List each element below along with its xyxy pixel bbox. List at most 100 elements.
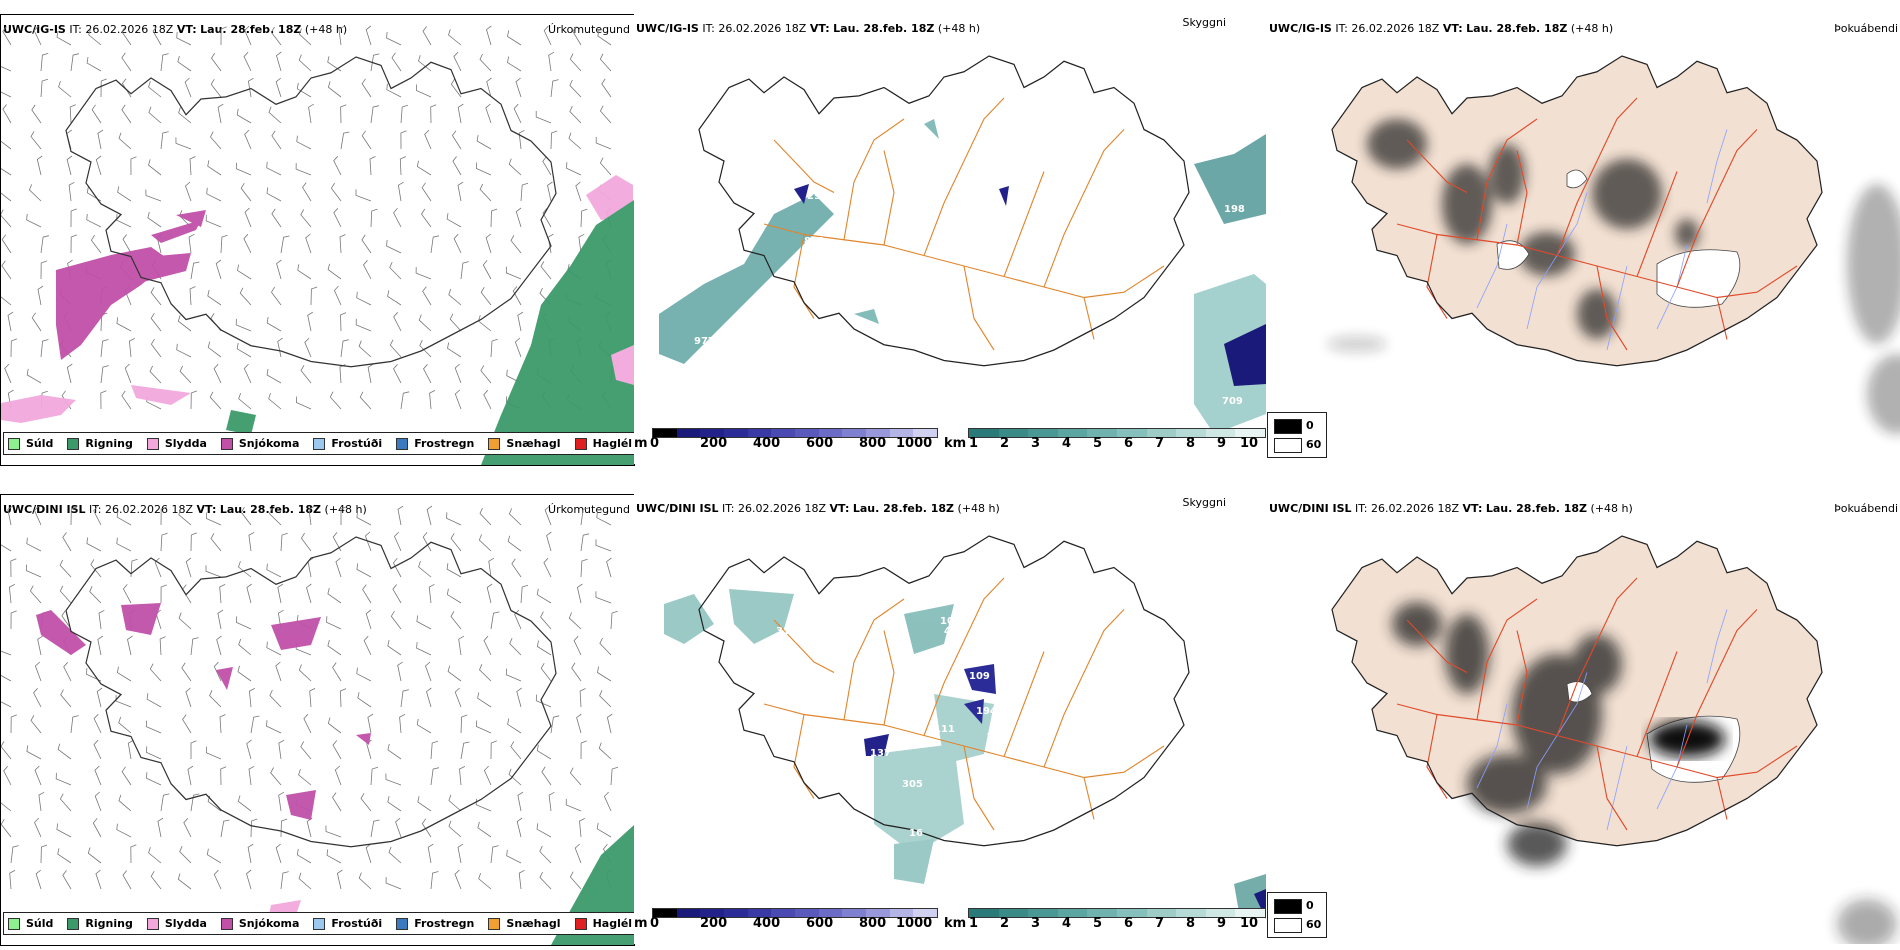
wind-barb xyxy=(566,162,582,176)
wind-barb xyxy=(66,363,73,384)
wind-barb xyxy=(606,557,612,578)
wind-barb xyxy=(185,687,192,708)
wind-barb xyxy=(571,662,582,682)
wind-barb xyxy=(478,534,492,552)
wind-barb xyxy=(370,53,380,72)
wind-barb xyxy=(297,264,312,280)
wind-barb xyxy=(37,635,43,656)
wind-barb xyxy=(40,339,49,358)
wind-barb xyxy=(1,260,12,280)
wind-barb xyxy=(10,558,17,578)
wind-barb xyxy=(190,637,199,656)
wind-barb xyxy=(295,163,312,176)
wind-barb xyxy=(25,564,42,578)
wind-barb xyxy=(518,869,525,890)
wind-barb xyxy=(57,743,72,760)
cloud-map: 198 889 977 244 62 188 1 865 298 1 31 70… xyxy=(648,55,1266,434)
wind-barb xyxy=(448,794,462,812)
wind-barb xyxy=(270,767,282,786)
fog-legend-label: 60 xyxy=(1306,438,1322,451)
wind-barb xyxy=(358,340,372,358)
wind-barb xyxy=(150,338,162,358)
cloud-base-colorbar: m 0 200 400 600 800 1000 xyxy=(634,906,938,940)
cloud-base-tick: 400 xyxy=(753,436,781,451)
land-fill xyxy=(1332,56,1822,366)
wind-barb xyxy=(213,363,222,384)
wind-barb xyxy=(580,740,587,760)
wind-barb xyxy=(513,103,522,124)
wind-barb xyxy=(300,741,312,760)
wind-barb xyxy=(508,158,522,176)
wind-barb xyxy=(482,260,492,280)
wind-barb xyxy=(280,871,289,890)
wind-barb xyxy=(457,843,464,864)
wind-barb xyxy=(397,505,404,526)
wind-barb xyxy=(483,765,492,786)
wind-barb xyxy=(490,740,497,760)
wind-barb xyxy=(422,532,432,552)
wind-barb xyxy=(40,78,49,98)
wind-barb xyxy=(280,818,288,838)
legend-item: Rigning xyxy=(67,917,133,930)
wind-barb xyxy=(145,189,162,202)
wind-barb xyxy=(190,390,198,410)
wind-barb xyxy=(361,78,372,98)
wind-barb xyxy=(569,871,582,890)
wind-barb xyxy=(507,718,522,734)
wind-barb xyxy=(426,687,432,708)
wind-barb xyxy=(479,53,492,72)
wind-barb xyxy=(597,666,612,682)
wind-barb xyxy=(40,235,49,254)
wind-barb xyxy=(540,611,552,630)
cloud-base-tick: 600 xyxy=(806,436,834,451)
wind-barb xyxy=(476,135,492,150)
wind-barb xyxy=(121,78,132,98)
wind-barb xyxy=(250,818,258,838)
wind-barb xyxy=(418,55,432,72)
wind-barb xyxy=(266,161,282,176)
wind-barb xyxy=(269,508,282,526)
wind-barb xyxy=(430,871,439,890)
legend-swatch xyxy=(67,917,80,930)
iceland-outline xyxy=(65,56,557,368)
wind-barb xyxy=(308,505,315,526)
wind-barb xyxy=(244,207,252,228)
wind-barb xyxy=(70,53,79,72)
wind-barb xyxy=(430,104,437,124)
cloud-base-label: 1 xyxy=(908,146,915,157)
wind-barb xyxy=(387,796,402,812)
wind-barb xyxy=(185,557,192,578)
wind-barb xyxy=(100,339,109,358)
wind-barb xyxy=(237,795,252,812)
wind-barb xyxy=(400,104,409,124)
legend-item: Snæhagl xyxy=(488,437,561,450)
wind-barb xyxy=(1,168,12,176)
wind-barb xyxy=(450,533,462,552)
wind-barb xyxy=(515,77,522,98)
wind-barb xyxy=(329,391,342,410)
wind-barb xyxy=(370,208,378,228)
cloud-base-label: 47 xyxy=(944,626,958,637)
cloud-base-tick: 800 xyxy=(859,436,887,451)
wind-barb xyxy=(237,665,252,682)
wind-barb xyxy=(68,181,75,202)
legend-item: Frostúði xyxy=(313,917,382,930)
wind-barb xyxy=(446,213,462,228)
wind-barb xyxy=(248,765,255,786)
wind-barb xyxy=(122,584,132,604)
wind-barb xyxy=(177,873,192,890)
wind-barb xyxy=(446,512,462,526)
legend-swatch xyxy=(146,917,159,930)
wind-barb xyxy=(400,689,409,708)
wind-barb xyxy=(298,664,312,682)
wind-barb xyxy=(308,103,314,124)
wind-barb xyxy=(34,765,42,786)
wind-barb xyxy=(340,506,347,525)
wind-barb xyxy=(490,611,500,630)
wind-barb xyxy=(1,66,12,72)
wind-barb xyxy=(514,337,522,358)
wind-barb xyxy=(116,511,132,526)
visibility-gradient xyxy=(968,428,1266,438)
fog-index-legend: 0 60 xyxy=(1267,412,1327,458)
wind-barb xyxy=(179,365,192,384)
